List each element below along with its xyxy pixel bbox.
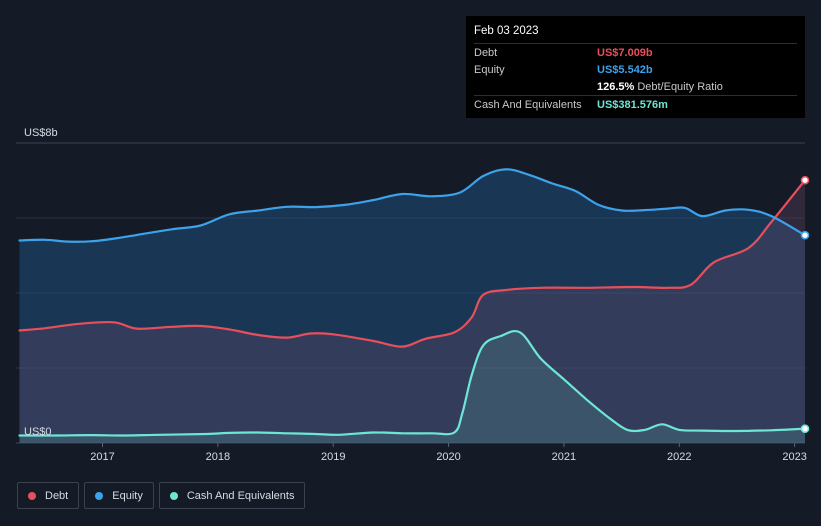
x-tick-label: 2018 <box>206 451 230 463</box>
legend-item-cash[interactable]: Cash And Equivalents <box>158 482 306 509</box>
x-tick-label: 2020 <box>436 451 460 463</box>
x-tick-label: 2022 <box>667 451 691 463</box>
legend-cash-dot-icon <box>169 491 178 500</box>
tooltip-row-debt: Debt US$7.009b <box>474 43 797 61</box>
tooltip-panel: Feb 03 2023 Debt US$7.009b Equity US$5.5… <box>466 16 805 118</box>
x-tick-label: 2019 <box>321 451 345 463</box>
legend-debt-label: Debt <box>45 489 69 502</box>
tooltip-equity-label: Equity <box>474 63 505 76</box>
x-tick-label: 2017 <box>90 451 114 463</box>
area-equity <box>19 169 805 443</box>
line-debt <box>18 179 807 348</box>
legend-equity-dot-icon <box>95 491 104 500</box>
tooltip-equity-value: US$5.542b <box>597 63 653 76</box>
marker-cash-and-equivalents <box>800 424 810 434</box>
x-tick-label: 2021 <box>552 451 576 463</box>
tooltip-debt-value: US$7.009b <box>597 46 653 59</box>
series-end-markers <box>800 175 810 434</box>
legend-equity-label: Equity <box>112 489 143 502</box>
grid-lines <box>16 142 805 444</box>
tooltip-cash-label: Cash And Equivalents <box>474 98 582 111</box>
tooltip-ratio-value: 126.5% <box>597 80 635 93</box>
y-axis-bottom-label: US$0 <box>24 426 52 438</box>
tooltip-ratio-unit: Debt/Equity Ratio <box>637 80 723 93</box>
legend-item-equity[interactable]: Equity <box>84 482 154 509</box>
tooltip-row-ratio: 126.5% Debt/Equity Ratio <box>474 78 797 95</box>
legend: Debt Equity Cash And Equivalents <box>17 482 310 509</box>
series-lines <box>18 168 807 437</box>
tooltip-cash-value: US$381.576m <box>597 98 668 111</box>
tooltip-date: Feb 03 2023 <box>474 25 539 37</box>
area-debt <box>19 180 805 443</box>
series-areas <box>19 169 805 443</box>
marker-debt <box>800 175 810 185</box>
x-tick-label: 2023 <box>782 451 806 463</box>
line-cash-and-equivalents <box>18 329 807 437</box>
legend-cash-label: Cash And Equivalents <box>186 489 295 502</box>
tooltip-row-equity: Equity US$5.542b <box>474 61 797 78</box>
legend-debt-dot-icon <box>28 491 36 500</box>
tooltip-row-cash: Cash And Equivalents US$381.576m <box>474 95 797 113</box>
tooltip-debt-label: Debt <box>474 46 498 59</box>
line-equity <box>18 168 807 243</box>
y-axis-top-label: US$8b <box>24 127 58 139</box>
marker-equity <box>800 230 810 240</box>
legend-item-debt[interactable]: Debt <box>17 482 80 509</box>
x-axis-ticks: 2017 2018 2019 2020 2021 2022 2023 <box>90 443 807 463</box>
